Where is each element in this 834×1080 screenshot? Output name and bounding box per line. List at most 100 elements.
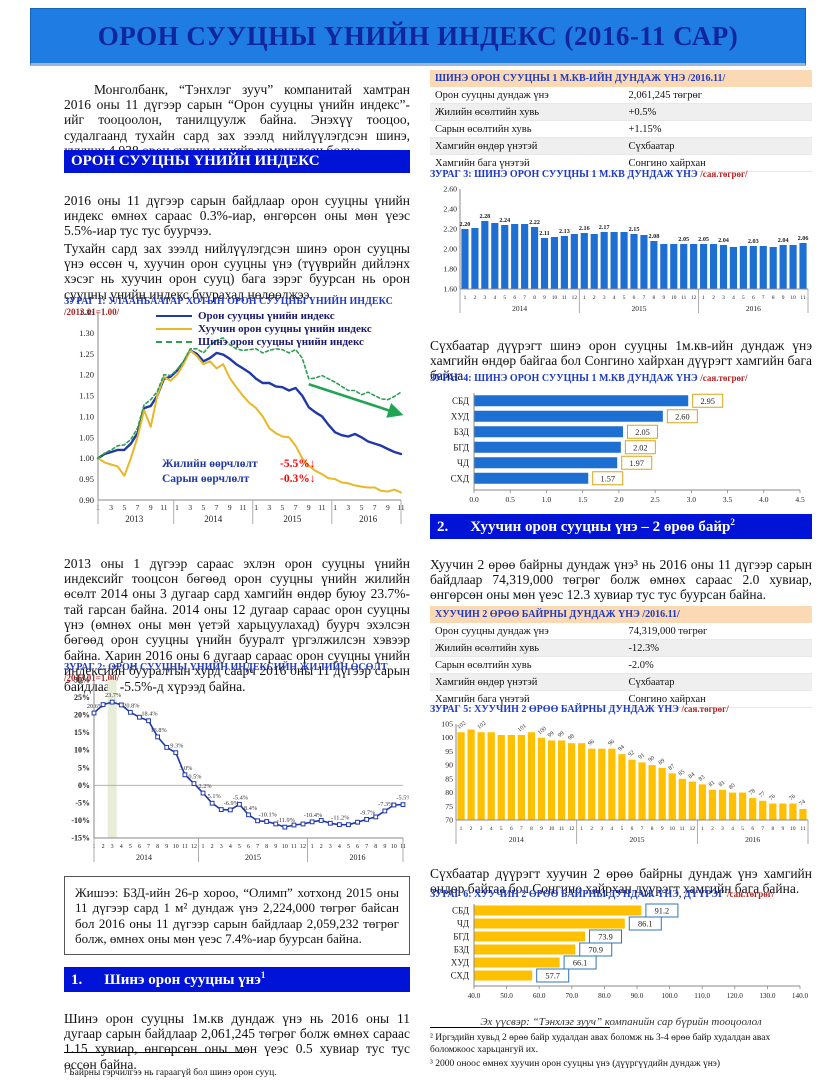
svg-text:1: 1: [464, 295, 467, 301]
svg-text:92: 92: [628, 750, 636, 758]
legend-label: Орон сууцны үнийн индекс: [198, 310, 335, 322]
svg-text:100: 100: [537, 726, 548, 736]
svg-text:99: 99: [547, 731, 555, 739]
svg-text:11: 11: [562, 295, 567, 301]
chart-new-price-by-district: СБД 2.95 ХУД 2.60 БЗД 2.05 БГД 2.02 ЧД 1.97 СХД 1.5…: [430, 387, 812, 509]
svg-text:74: 74: [799, 799, 807, 807]
svg-text:6: 6: [633, 295, 636, 301]
chart1-title: ЗУРАГ 1: УЛААНБААТАР ХОТЫН ОРОН СУУЦНЫ Ү…: [64, 296, 393, 317]
svg-text:6: 6: [631, 826, 634, 832]
svg-text:4: 4: [229, 844, 232, 850]
svg-text:5: 5: [621, 826, 624, 832]
paragraph-new-price: Шинэ орон сууцны 1м.кв дундаж үнэ нь 201…: [64, 1010, 410, 1072]
svg-text:1.60: 1.60: [443, 285, 457, 294]
svg-text:ХУД: ХУД: [451, 958, 469, 968]
svg-text:3.0: 3.0: [687, 495, 697, 504]
svg-text:2: 2: [474, 295, 477, 301]
svg-text:СХД: СХД: [451, 971, 469, 981]
svg-text:3: 3: [722, 295, 725, 301]
legend-swatch: [156, 315, 192, 318]
svg-text:10: 10: [391, 844, 397, 850]
svg-text:1.20: 1.20: [79, 370, 94, 380]
paragraph-index-reason: Тухайн сард зах зээлд нийлүүлэгдсэн шинэ…: [64, 240, 410, 302]
svg-text:2.16: 2.16: [579, 225, 590, 232]
svg-text:4: 4: [120, 844, 123, 850]
svg-text:9: 9: [274, 844, 277, 850]
svg-text:20.6%: 20.6%: [87, 703, 104, 710]
chart-1-annotations: Жилийн өөрчлөлт -5.5%↓ Сарын өөрчлөлт -0.3%…: [162, 458, 315, 488]
svg-text:94: 94: [617, 744, 625, 752]
svg-text:9: 9: [386, 503, 390, 512]
svg-text:2.13: 2.13: [559, 228, 570, 235]
svg-text:70: 70: [445, 816, 453, 825]
svg-text:99: 99: [557, 731, 565, 739]
svg-text:2016: 2016: [745, 835, 760, 844]
svg-text:7: 7: [147, 844, 150, 850]
svg-text:-5.4%: -5.4%: [233, 794, 249, 801]
svg-text:80.0: 80.0: [598, 992, 611, 1000]
svg-text:4.5: 4.5: [795, 495, 805, 504]
source-line: Эх үүсвэр: “Тэнхлэг зууч” компанийн сар …: [480, 1016, 762, 1028]
svg-text:20%: 20%: [74, 711, 90, 720]
svg-text:3: 3: [603, 295, 606, 301]
svg-text:83: 83: [698, 774, 706, 782]
svg-text:2.11: 2.11: [539, 230, 550, 237]
svg-text:2015: 2015: [630, 835, 645, 844]
svg-text:100: 100: [441, 733, 453, 742]
svg-text:1.15: 1.15: [79, 391, 94, 401]
svg-text:8: 8: [374, 844, 377, 850]
svg-text:5: 5: [500, 826, 503, 832]
svg-text:4: 4: [490, 826, 493, 832]
annotation-value: -5.5%↓: [280, 458, 316, 470]
svg-text:СБД: СБД: [452, 906, 469, 916]
svg-text:96: 96: [587, 739, 595, 747]
svg-text:2.24: 2.24: [499, 217, 510, 224]
svg-text:-7.3%: -7.3%: [378, 801, 394, 808]
svg-text:5: 5: [281, 503, 285, 512]
svg-text:76: 76: [788, 794, 796, 802]
svg-text:102: 102: [457, 721, 468, 731]
svg-text:-5.5%: -5.5%: [396, 795, 409, 802]
footnote-3: ³ 2000 оноос өмнөх хуучин орон сууцны үн…: [430, 1059, 721, 1069]
legend-swatch: [156, 328, 192, 331]
svg-text:3.0%: 3.0%: [179, 765, 193, 772]
svg-text:10: 10: [670, 826, 676, 832]
svg-text:2: 2: [712, 295, 715, 301]
svg-text:40.0: 40.0: [468, 992, 481, 1000]
chart-old-price-by-district: СБД 91.2 ЧД 86.1 БГД 73.9 БЗД 70.9 ХУД 66.1 СХД 57.…: [430, 902, 812, 1000]
svg-text:90: 90: [648, 755, 656, 763]
table-title: ХУУЧИН 2 ӨРӨӨ БАЙРНЫ ДУНДАЖ ҮНЭ /2016.11…: [430, 606, 812, 623]
svg-text:1.80: 1.80: [443, 265, 457, 274]
svg-text:2.06: 2.06: [798, 235, 809, 242]
svg-text:1.25: 1.25: [79, 349, 94, 359]
table-cell-label: Хамгийн бага үнэтэй: [435, 157, 530, 169]
svg-text:5: 5: [202, 503, 206, 512]
svg-text:1: 1: [583, 295, 586, 301]
svg-text:2.28: 2.28: [479, 213, 490, 220]
chart-1-svg: 0.90 0.95 1.00 1.05 1.10 1.15 1.20 1.25 1.30 1.35…: [79, 307, 405, 524]
chart-housing-price-index: 0.90 0.95 1.00 1.05 1.10 1.15 1.20 1.25 1.30 1.35…: [64, 307, 409, 538]
svg-text:-11.9%: -11.9%: [277, 817, 296, 824]
chart3-svg: 1.601.802.002.202.402.602.202.282.24 2.22…: [443, 185, 809, 313]
svg-text:4: 4: [732, 295, 735, 301]
svg-text:5: 5: [741, 826, 744, 832]
svg-text:8: 8: [533, 295, 536, 301]
svg-text:3: 3: [600, 826, 603, 832]
svg-text:ХУД: ХУД: [451, 411, 469, 421]
table-cell-label: Орон сууцны дундаж үнэ: [435, 89, 549, 101]
svg-text:0.90: 0.90: [79, 495, 94, 505]
table-cell-value: Сүхбаатар: [628, 140, 675, 152]
table-cell-label: Сарын өсөлтийн хувь: [435, 659, 532, 671]
svg-text:12: 12: [191, 844, 197, 850]
svg-text:6: 6: [138, 844, 141, 850]
svg-text:1: 1: [580, 826, 583, 832]
svg-text:76: 76: [768, 794, 776, 802]
svg-text:9: 9: [661, 826, 664, 832]
svg-text:1.57: 1.57: [600, 474, 615, 483]
table-cell-label: Сарын өсөлтийн хувь: [435, 123, 532, 135]
svg-text:7: 7: [294, 503, 298, 512]
svg-text:20.8%: 20.8%: [123, 702, 140, 709]
footnote-2: ² Иргэдийн хувьд 2 өрөө байр худалдан ав…: [430, 1033, 771, 1055]
chart4-title: ЗУРАГ 4: ШИНЭ ОРОН СУУЦНЫ 1 М.КВ ДУНДАЖ …: [430, 373, 748, 384]
svg-text:9: 9: [149, 503, 153, 512]
